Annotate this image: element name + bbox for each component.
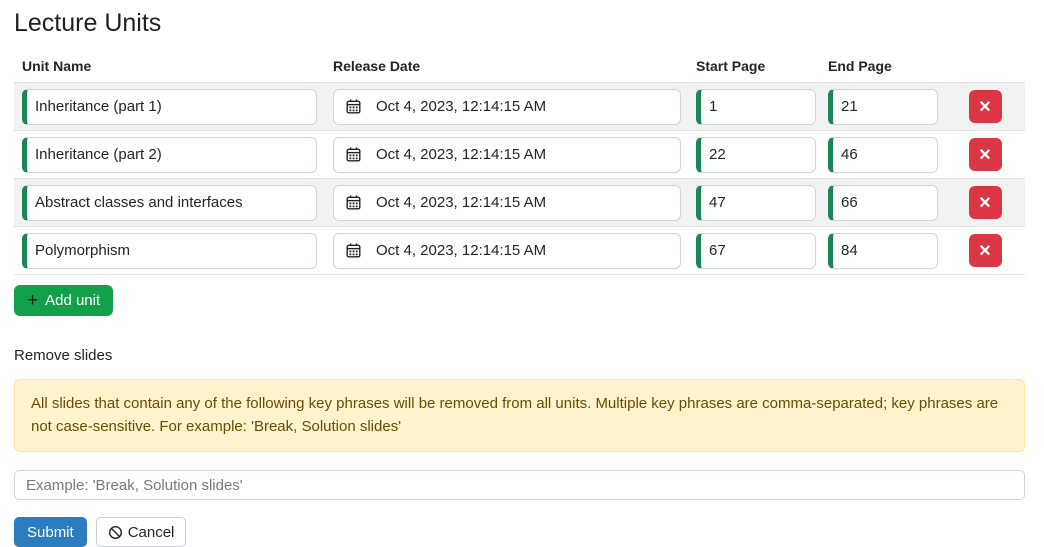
- plus-icon: +: [27, 290, 39, 311]
- delete-unit-button[interactable]: ×: [968, 234, 1002, 267]
- table-row: Oct 4, 2023, 12:14:15 AM ×: [14, 130, 1025, 178]
- calendar-icon: [346, 147, 361, 162]
- release-date-value: Oct 4, 2023, 12:14:15 AM: [376, 98, 547, 115]
- column-header-release-date: Release Date: [333, 58, 421, 74]
- release-date-value: Oct 4, 2023, 12:14:15 AM: [376, 146, 547, 163]
- table-body: Oct 4, 2023, 12:14:15 AM ×: [14, 82, 1025, 275]
- cancel-icon: [108, 525, 123, 540]
- start-page-input[interactable]: [696, 232, 816, 269]
- cancel-label: Cancel: [127, 523, 175, 541]
- table-row: Oct 4, 2023, 12:14:15 AM ×: [14, 226, 1025, 274]
- cancel-button[interactable]: Cancel: [95, 517, 187, 547]
- end-page-input[interactable]: [828, 88, 938, 125]
- unit-name-input[interactable]: [22, 88, 317, 125]
- form-actions: Submit Cancel: [14, 517, 1025, 547]
- release-date-value: Oct 4, 2023, 12:14:15 AM: [376, 242, 547, 259]
- release-date-picker[interactable]: Oct 4, 2023, 12:14:15 AM: [333, 136, 681, 173]
- x-icon: ×: [979, 95, 991, 118]
- release-date-picker[interactable]: Oct 4, 2023, 12:14:15 AM: [333, 88, 681, 125]
- submit-button[interactable]: Submit: [14, 517, 87, 547]
- unit-name-input[interactable]: [22, 136, 317, 173]
- add-unit-button[interactable]: + Add unit: [14, 285, 114, 316]
- remove-slides-alert: All slides that contain any of the follo…: [14, 379, 1025, 452]
- column-header-start-page: Start Page: [696, 58, 766, 74]
- x-icon: ×: [979, 143, 991, 166]
- table-row: Oct 4, 2023, 12:14:15 AM ×: [14, 178, 1025, 226]
- unit-name-input[interactable]: [22, 232, 317, 269]
- add-unit-label: Add unit: [45, 292, 101, 309]
- units-table: Unit Name Release Date Start Page End Pa…: [14, 50, 1025, 275]
- calendar-icon: [346, 195, 361, 210]
- end-page-input[interactable]: [828, 136, 938, 173]
- key-phrases-input[interactable]: [14, 470, 1025, 500]
- start-page-input[interactable]: [696, 88, 816, 125]
- page-title: Lecture Units: [14, 9, 162, 37]
- release-date-picker[interactable]: Oct 4, 2023, 12:14:15 AM: [333, 184, 681, 221]
- delete-unit-button[interactable]: ×: [968, 186, 1002, 219]
- remove-slides-heading: Remove slides: [14, 347, 113, 364]
- start-page-input[interactable]: [696, 136, 816, 173]
- column-header-unit-name: Unit Name: [22, 58, 92, 74]
- calendar-icon: [346, 99, 361, 114]
- unit-name-input[interactable]: [22, 184, 317, 221]
- table-header-row: Unit Name Release Date Start Page End Pa…: [14, 50, 1025, 82]
- start-page-input[interactable]: [696, 184, 816, 221]
- end-page-input[interactable]: [828, 232, 938, 269]
- release-date-picker[interactable]: Oct 4, 2023, 12:14:15 AM: [333, 232, 681, 269]
- calendar-icon: [346, 243, 361, 258]
- end-page-input[interactable]: [828, 184, 938, 221]
- x-icon: ×: [979, 191, 991, 214]
- column-header-end-page: End Page: [828, 58, 892, 74]
- table-row: Oct 4, 2023, 12:14:15 AM ×: [14, 82, 1025, 130]
- release-date-value: Oct 4, 2023, 12:14:15 AM: [376, 194, 547, 211]
- delete-unit-button[interactable]: ×: [968, 138, 1002, 171]
- x-icon: ×: [979, 239, 991, 262]
- column-header-actions: [945, 58, 1025, 74]
- delete-unit-button[interactable]: ×: [968, 90, 1002, 123]
